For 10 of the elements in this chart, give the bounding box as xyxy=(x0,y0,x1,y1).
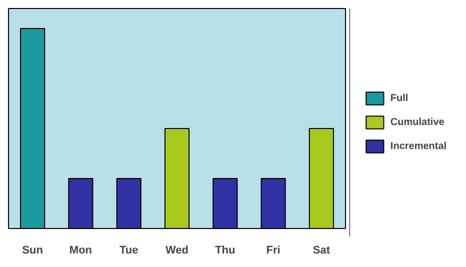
x-tick-label: Tue xyxy=(119,244,138,256)
x-tick-label: Mon xyxy=(69,244,92,256)
x-tick-label: Sun xyxy=(22,244,44,256)
x-tick-label: Thu xyxy=(215,244,236,256)
legend-label: Cumulative xyxy=(390,116,444,128)
legend-label: Incremental xyxy=(390,140,447,152)
x-tick-label: Fri xyxy=(266,244,280,256)
x-tick-label: Sat xyxy=(312,244,330,256)
x-tick-label: Wed xyxy=(165,244,189,256)
legend-label: Full xyxy=(390,92,410,104)
